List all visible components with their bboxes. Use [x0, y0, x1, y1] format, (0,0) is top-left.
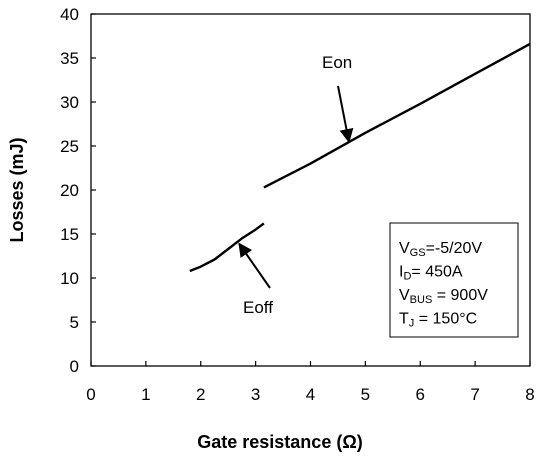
condition-line: TJ = 150°C [399, 311, 477, 330]
condition-symbol: T [399, 311, 409, 328]
y-tick-label: 25 [60, 137, 79, 156]
eon-label: Eon [322, 53, 352, 72]
condition-subscript: GS [410, 247, 426, 259]
x-axis-title: Gate resistance (Ω) [197, 432, 363, 452]
x-tick-label: 2 [196, 385, 205, 404]
condition-subscript: D [403, 271, 411, 283]
y-axis-ticks: 0 5 10 15 20 25 30 35 40 [60, 5, 96, 376]
y-tick-label: 30 [60, 93, 79, 112]
y-tick-label: 15 [60, 225, 79, 244]
eoff-label: Eoff [243, 298, 273, 317]
series-line-eon [263, 42, 531, 189]
x-axis-ticks: 0 1 2 3 4 5 6 7 8 [86, 361, 535, 404]
condition-symbol: V [399, 240, 410, 257]
condition-symbol: I [399, 264, 403, 281]
y-tick-label: 40 [60, 5, 79, 24]
condition-value: = 450A [411, 264, 462, 281]
x-tick-label: 5 [361, 385, 370, 404]
condition-value: = 150°C [414, 311, 477, 328]
y-tick-label: 0 [70, 357, 79, 376]
x-tick-label: 4 [306, 385, 315, 404]
condition-value: = 900V [432, 287, 488, 304]
x-tick-label: 3 [251, 385, 260, 404]
x-tick-label: 7 [470, 385, 479, 404]
y-tick-label: 20 [60, 181, 79, 200]
y-tick-label: 35 [60, 49, 79, 68]
x-tick-label: 1 [141, 385, 150, 404]
condition-subscript: BUS [410, 294, 433, 306]
condition-symbol: V [399, 287, 410, 304]
conditions-box [389, 222, 519, 338]
y-tick-label: 5 [70, 313, 79, 332]
series-layer [189, 42, 531, 273]
condition-line: ID= 450A [399, 264, 463, 283]
eon-arrow [337, 85, 354, 143]
condition-value: =-5/20V [426, 240, 483, 257]
y-axis-title: Losses (mJ) [7, 137, 27, 242]
condition-subscript: J [409, 318, 415, 330]
condition-line: VBUS = 900V [399, 287, 488, 306]
eoff-arrow [238, 242, 271, 289]
x-tick-label: 8 [525, 385, 534, 404]
condition-line: VGS=-5/20V [399, 240, 482, 259]
x-tick-label: 6 [416, 385, 425, 404]
y-tick-label: 10 [60, 269, 79, 288]
x-tick-label: 0 [86, 385, 95, 404]
series-line-eoff [189, 222, 265, 273]
